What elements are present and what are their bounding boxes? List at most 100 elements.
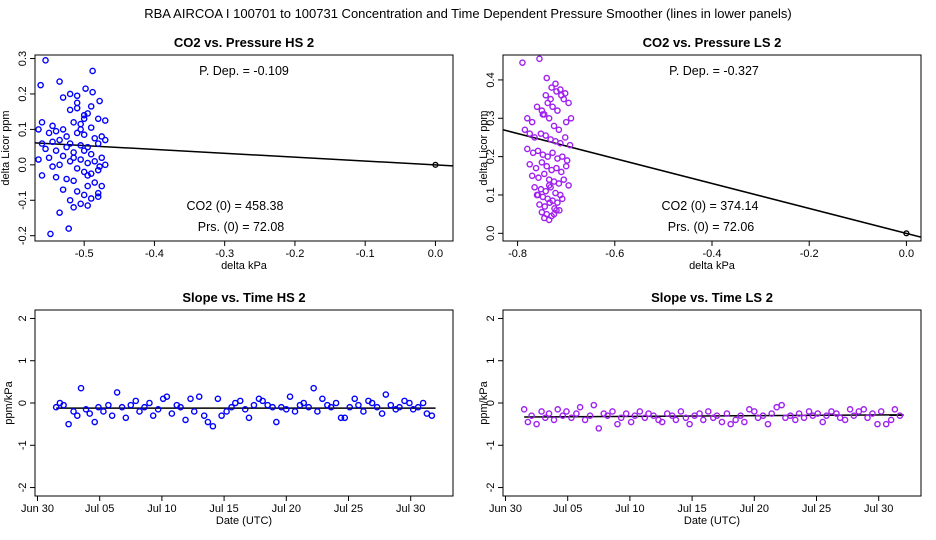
data-point <box>672 416 680 424</box>
data-point <box>543 74 551 82</box>
data-point <box>355 401 362 409</box>
data-point <box>565 99 572 107</box>
data-point <box>66 140 74 147</box>
data-point <box>65 420 72 428</box>
data-point <box>850 412 858 419</box>
data-point <box>141 403 148 411</box>
data-point <box>98 182 106 190</box>
data-point <box>650 412 657 419</box>
y-tick-label: 2 <box>17 315 29 321</box>
data-point <box>89 88 96 96</box>
data-point <box>686 420 693 428</box>
data-point <box>84 159 91 167</box>
x-tick-label: Jul 30 <box>864 503 893 515</box>
data-point <box>291 408 299 415</box>
x-axis-label: delta kPa <box>689 260 736 272</box>
data-point <box>351 395 359 403</box>
data-point <box>555 126 563 134</box>
data-point <box>677 408 685 415</box>
data-point <box>541 170 548 178</box>
ls-pressure-panel: CO2 vs. Pressure LS 2 -0.8 -0.6 -0.4 -0.2 0.0… <box>478 35 922 272</box>
data-point <box>245 414 253 422</box>
data-point <box>414 403 422 411</box>
data-point <box>559 412 567 419</box>
data-point <box>532 164 540 172</box>
data-point <box>713 412 721 419</box>
data-point <box>658 418 666 426</box>
data-point <box>286 393 294 400</box>
y-tick-label: -0.2 <box>17 226 29 245</box>
y-axis-label: ppm/kPa <box>3 380 15 424</box>
data-point <box>73 99 81 107</box>
x-axis-label: Date (UTC) <box>684 515 740 527</box>
data-point <box>887 416 895 424</box>
data-point <box>105 401 112 409</box>
data-point <box>546 199 553 206</box>
fit-line <box>503 129 921 238</box>
data-point <box>84 143 91 151</box>
data-point <box>750 408 758 415</box>
data-point <box>550 210 558 218</box>
data-point <box>528 118 536 126</box>
data-point <box>305 403 312 411</box>
data-point <box>223 408 230 415</box>
data-point <box>273 418 280 426</box>
data-point <box>35 126 42 133</box>
data-point <box>552 80 559 88</box>
y-tick-label: -1 <box>17 440 29 450</box>
data-point <box>82 406 90 413</box>
data-point <box>56 78 63 85</box>
x-tick-label: Jul 15 <box>677 503 706 515</box>
data-point <box>759 412 767 419</box>
data-point <box>259 397 266 405</box>
data-point <box>149 412 157 419</box>
data-point <box>373 403 381 411</box>
data-point <box>874 420 881 428</box>
data-point <box>89 67 96 75</box>
data-point <box>609 408 616 415</box>
annotation-text: CO2 (0) = 458.38 <box>187 199 284 213</box>
data-point <box>70 177 77 185</box>
data-point <box>553 164 560 172</box>
data-point <box>586 412 594 419</box>
data-point <box>560 95 568 103</box>
data-point <box>98 133 106 140</box>
data-point <box>91 157 99 165</box>
data-point <box>562 162 570 170</box>
y-tick-label: 0.3 <box>17 51 29 66</box>
panel-title: Slope vs. Time LS 2 <box>651 290 773 305</box>
data-point <box>49 163 56 170</box>
data-point <box>557 139 564 147</box>
data-point <box>310 384 317 392</box>
data-point <box>823 412 830 419</box>
data-point <box>101 161 109 169</box>
y-tick-label: -2 <box>485 483 497 493</box>
data-point <box>548 84 555 91</box>
y-tick-label: 0.4 <box>485 72 497 87</box>
hs-slope-panel: Slope vs. Time HS 2 Jun 30 Jul 05 Jul 10 Jul… <box>3 290 454 527</box>
data-point <box>42 57 49 64</box>
plot-area <box>503 55 921 238</box>
data-point <box>52 127 60 135</box>
y-axis-label: ppm/kPa <box>478 380 490 424</box>
data-point <box>604 412 611 419</box>
data-point <box>891 406 899 413</box>
x-tick-label: Jul 20 <box>740 503 769 515</box>
hs-pressure-panel: CO2 vs. Pressure HS 2 -0.5 -0.4 -0.3 -0.2 -0.… <box>0 35 454 272</box>
data-point <box>378 410 386 417</box>
data-point <box>94 115 102 123</box>
data-point <box>73 412 81 419</box>
plot-frame <box>502 54 922 242</box>
data-point <box>42 145 49 153</box>
data-point <box>764 420 772 428</box>
data-point <box>561 134 569 141</box>
data-point <box>38 119 46 126</box>
data-point <box>668 412 676 419</box>
data-point <box>163 393 171 400</box>
data-point <box>70 154 77 162</box>
data-point <box>545 410 553 417</box>
ls-slope-panel: Slope vs. Time LS 2 Jun 30 Jul 05 Jul 10 Jul… <box>478 290 922 527</box>
data-point <box>833 410 840 417</box>
data-point <box>882 420 890 428</box>
data-point <box>558 168 565 176</box>
